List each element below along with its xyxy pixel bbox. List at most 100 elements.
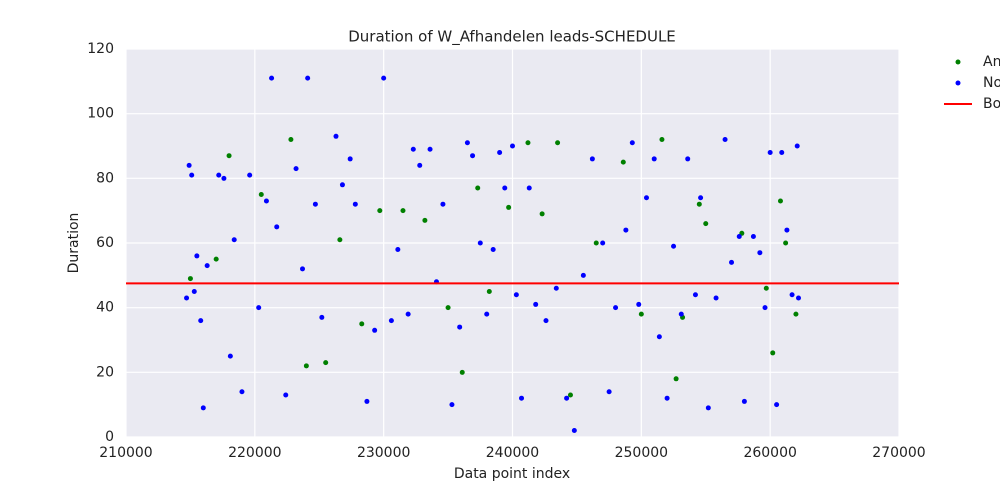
data-point [729, 259, 735, 265]
data-point [533, 301, 539, 307]
data-point [258, 192, 264, 197]
data-point [484, 311, 490, 317]
data-point [510, 143, 515, 149]
data-point [678, 311, 684, 317]
x-axis-label: Data point index [454, 466, 570, 482]
data-point [333, 133, 339, 139]
data-point [696, 201, 702, 207]
data-point [539, 211, 545, 217]
grid [125, 48, 900, 438]
data-point [600, 240, 606, 246]
data-point [638, 311, 644, 317]
data-point [757, 250, 763, 256]
data-point [475, 185, 481, 191]
legend: An No Bo [944, 54, 1000, 112]
legend-label: No [983, 75, 1000, 91]
data-point [703, 221, 709, 227]
marks [126, 75, 899, 434]
data-point [762, 305, 768, 311]
data-point [486, 289, 492, 294]
data-point [736, 234, 742, 240]
data-point [567, 392, 573, 398]
data-point [440, 201, 446, 207]
data-point [705, 405, 711, 411]
data-point [553, 285, 559, 291]
data-point [643, 195, 649, 201]
data-point [613, 305, 619, 311]
data-point [580, 272, 586, 278]
data-point [525, 140, 531, 146]
data-point [593, 240, 599, 246]
data-point [519, 395, 525, 401]
data-point [288, 137, 294, 143]
data-point [770, 350, 776, 356]
data-point [312, 201, 318, 207]
data-point [377, 208, 383, 214]
data-point [200, 405, 206, 411]
data-point [221, 175, 227, 181]
data-point [555, 140, 561, 146]
data-point [763, 285, 769, 291]
y-tick-label: 0 [105, 429, 114, 445]
legend-label: An [983, 54, 1000, 70]
y-tick-label: 120 [87, 41, 114, 57]
chart-title: Duration of W_Afhandelen leads-SCHEDULE [348, 28, 676, 47]
data-point [247, 172, 253, 178]
data-point [194, 253, 200, 259]
data-point [636, 301, 642, 307]
data-point [490, 246, 496, 252]
data-point [671, 243, 677, 249]
data-point [784, 227, 790, 233]
data-point [673, 376, 679, 382]
data-point [395, 246, 401, 252]
data-point [589, 156, 595, 162]
data-point [184, 295, 190, 301]
data-point [651, 156, 657, 162]
data-point [506, 204, 512, 210]
data-point [793, 311, 799, 317]
data-point [656, 334, 662, 340]
data-point [352, 201, 358, 207]
x-tick-label: 220000 [228, 445, 281, 461]
data-point [445, 305, 451, 311]
data-point [427, 146, 433, 152]
data-point [300, 266, 306, 272]
data-point [502, 185, 508, 191]
data-point [422, 217, 428, 223]
data-point [783, 240, 789, 246]
data-point [381, 75, 387, 81]
data-point [449, 402, 455, 408]
data-point [722, 137, 728, 143]
data-point [227, 353, 233, 359]
y-tick-label: 80 [96, 170, 114, 186]
data-point [620, 159, 626, 165]
data-point [664, 395, 670, 401]
data-point [388, 318, 394, 324]
data-point [187, 276, 193, 282]
y-tick-label: 60 [96, 235, 114, 251]
data-point [659, 137, 665, 143]
data-point [359, 321, 365, 327]
x-tick-label: 210000 [99, 445, 152, 461]
data-point [459, 369, 465, 375]
data-point [269, 75, 275, 81]
data-point [543, 318, 549, 324]
data-point [774, 402, 780, 408]
data-point [372, 327, 378, 333]
data-point [750, 234, 756, 240]
data-point [623, 227, 629, 233]
data-point [794, 143, 800, 149]
y-tick-label: 100 [87, 106, 114, 122]
data-point [779, 149, 785, 155]
x-tick-label: 250000 [615, 445, 668, 461]
data-point [564, 395, 570, 401]
data-point [231, 237, 237, 243]
x-tick-label: 230000 [357, 445, 410, 461]
data-point [364, 398, 370, 404]
data-point [497, 149, 503, 155]
data-point [339, 182, 345, 188]
legend-marker [955, 80, 961, 86]
data-point [319, 314, 325, 320]
data-point [400, 208, 406, 214]
data-point [213, 256, 219, 262]
